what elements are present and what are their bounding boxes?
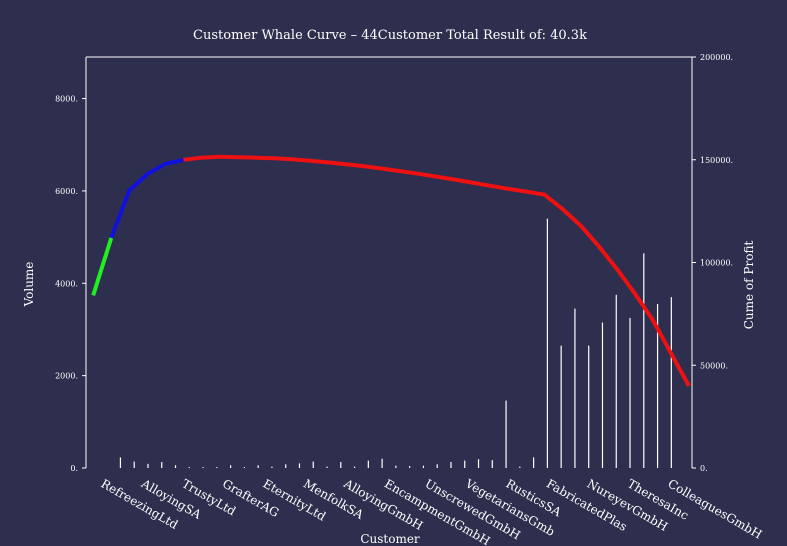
cume-profit-curve (91, 154, 691, 387)
y-left-tick-label: 6000. (55, 187, 78, 196)
volume-bar (601, 322, 604, 468)
volume-bar (216, 467, 218, 468)
volume-bar (519, 466, 521, 468)
volume-bar (670, 297, 672, 468)
y-right-tick-label: 0. (700, 464, 708, 473)
volume-bar (464, 460, 466, 468)
y-axis-left-label: Volume (22, 262, 36, 308)
chart-title: Customer Whale Curve – 44Customer Total … (193, 28, 587, 43)
y-right-tick-label: 50000. (700, 361, 728, 370)
volume-bar (133, 461, 135, 468)
volume-bar (560, 345, 562, 468)
axes: 0. 2000. 4000. 6000. 8000. 0. 50000. 100000. 150… (55, 53, 733, 473)
volume-bar (312, 461, 314, 468)
volume-bar (574, 308, 576, 468)
volume-bar (533, 457, 535, 468)
volume-bar (119, 457, 122, 468)
y-left-tick-label: 2000. (55, 372, 78, 381)
volume-bar (298, 463, 301, 468)
volume-bar (257, 465, 259, 468)
volume-bar (615, 294, 617, 468)
volume-bar (643, 253, 645, 468)
volume-bar (353, 466, 356, 468)
volume-bar (505, 400, 507, 468)
y-right-tick-label: 200000. (700, 53, 733, 62)
volume-bar (629, 317, 631, 468)
volume-bar (656, 304, 659, 468)
x-axis-label: Customer (360, 532, 420, 546)
volume-bar (285, 464, 287, 468)
volume-bar (326, 466, 328, 468)
curve-segment-blue (109, 157, 184, 239)
volume-bar (422, 465, 425, 468)
volume-bar (161, 461, 163, 468)
volume-bar (395, 465, 397, 468)
y-right-tick-label: 150000. (700, 156, 733, 165)
volume-bar (450, 461, 452, 468)
volume-bar (243, 467, 245, 468)
y-left-tick-label: 4000. (55, 279, 78, 288)
volume-bar (546, 218, 548, 468)
y-left-tick-label: 8000. (55, 95, 78, 104)
volume-bar (477, 459, 480, 468)
volume-bar (588, 345, 590, 468)
x-category-labels: RefreezingLtdAlloyingSATrustyLtdGrafterA… (99, 476, 765, 546)
volume-bar (230, 465, 232, 468)
volume-bar (367, 460, 369, 468)
volume-bar (436, 464, 438, 468)
volume-bar (147, 463, 149, 468)
volume-bar (340, 461, 342, 468)
volume-bar (381, 458, 383, 468)
volume-bar (491, 460, 493, 468)
volume-bar (188, 467, 190, 468)
y-left-tick-label: 0. (70, 464, 78, 473)
curve-segment-green (91, 237, 114, 296)
curve-segment-red (183, 154, 691, 387)
y-axis-right-label: Cume of Profit (742, 241, 756, 330)
volume-bars (119, 218, 672, 468)
volume-bar (271, 466, 273, 468)
volume-bar (174, 465, 177, 468)
volume-bar (202, 467, 204, 468)
volume-bar (409, 466, 411, 468)
y-right-tick-label: 100000. (700, 259, 733, 268)
